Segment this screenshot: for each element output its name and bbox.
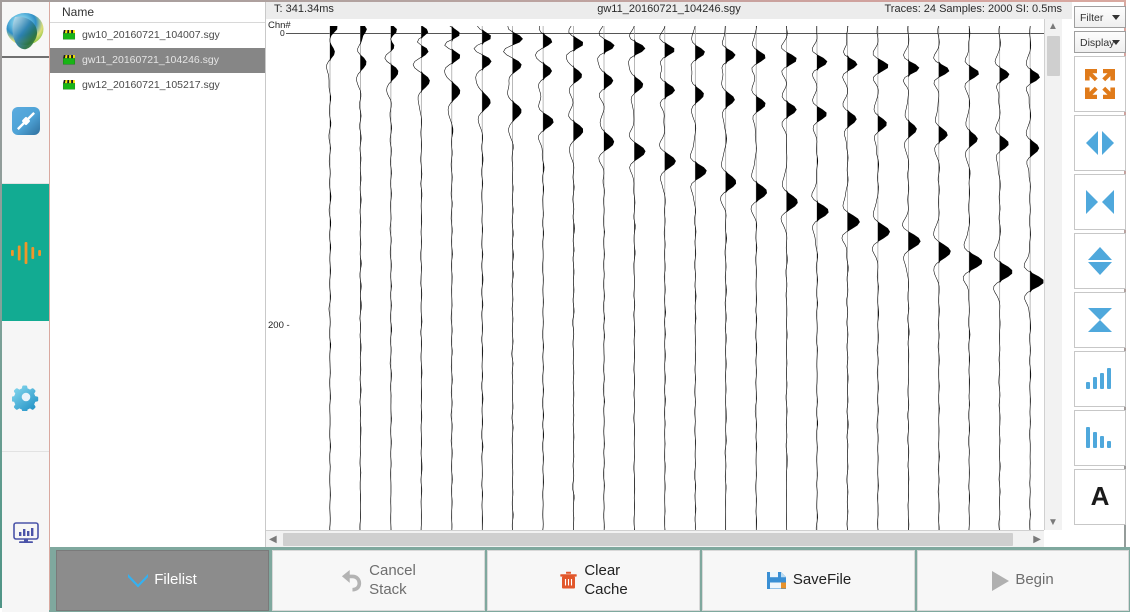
- svg-text:A: A: [1091, 484, 1110, 510]
